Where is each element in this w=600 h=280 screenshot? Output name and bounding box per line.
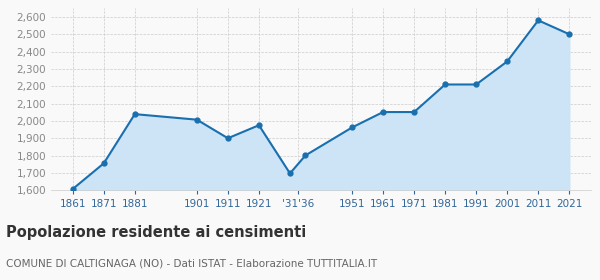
Text: COMUNE DI CALTIGNAGA (NO) - Dati ISTAT - Elaborazione TUTTITALIA.IT: COMUNE DI CALTIGNAGA (NO) - Dati ISTAT -… — [6, 259, 377, 269]
Text: Popolazione residente ai censimenti: Popolazione residente ai censimenti — [6, 225, 306, 241]
